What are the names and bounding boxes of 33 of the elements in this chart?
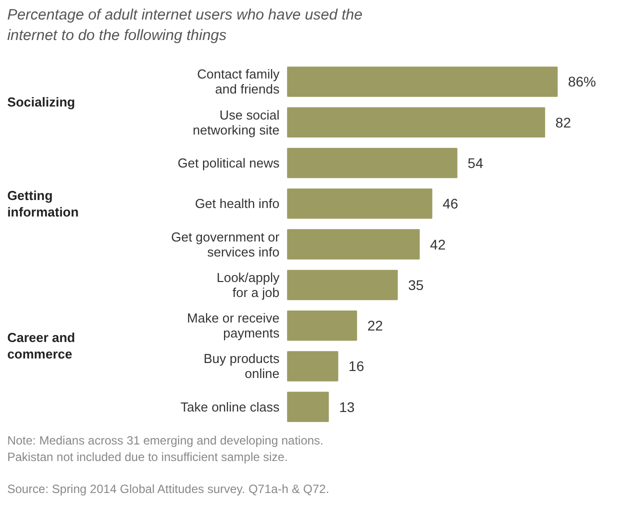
- y-tick-label: Get political news: [178, 156, 280, 171]
- y-tick-label: Make or receive payments: [187, 310, 280, 341]
- y-tick-label: Use social networking site: [192, 107, 280, 138]
- data-label: 54: [468, 155, 484, 172]
- text: Getting information: [7, 188, 79, 220]
- bar: [287, 392, 329, 422]
- bar: [287, 148, 458, 178]
- text: Socializing: [7, 94, 76, 110]
- y-tick-label: Take online class: [180, 399, 280, 414]
- data-label: 46: [442, 196, 458, 212]
- text: Note: Medians across 31 emerging and developing nations. Pakistan not included due to insufficient sample size.: [7, 433, 324, 464]
- bar: [287, 270, 398, 300]
- y-tick-label: Look/apply for a job: [216, 270, 280, 300]
- chart-title: Percentage of adult internet users who have used the internet to do the following things: [7, 6, 362, 44]
- data-label: 86%: [568, 74, 596, 90]
- data-label: 22: [367, 318, 384, 334]
- data-label: 82: [555, 114, 572, 130]
- text: Career and commerce: [7, 330, 76, 362]
- bar: [287, 351, 338, 382]
- bar: [287, 229, 420, 260]
- y-tick-label: Contact family and friends: [197, 66, 280, 97]
- bar: [287, 107, 546, 138]
- y-tick-label: Buy products online: [204, 351, 280, 382]
- data-label: 42: [430, 236, 446, 252]
- bar: [287, 66, 558, 97]
- y-tick-label: Get health info: [194, 196, 280, 212]
- data-label: 35: [408, 276, 424, 293]
- bar: [287, 310, 358, 341]
- data-label: 13: [339, 398, 355, 415]
- data-label: 16: [348, 358, 364, 374]
- source-note: Source: Spring 2014 Global Attitudes survey. Q71a-h & Q72.: [7, 482, 330, 496]
- y-tick-label: Get government or services info: [171, 229, 280, 260]
- bar: [287, 188, 432, 219]
